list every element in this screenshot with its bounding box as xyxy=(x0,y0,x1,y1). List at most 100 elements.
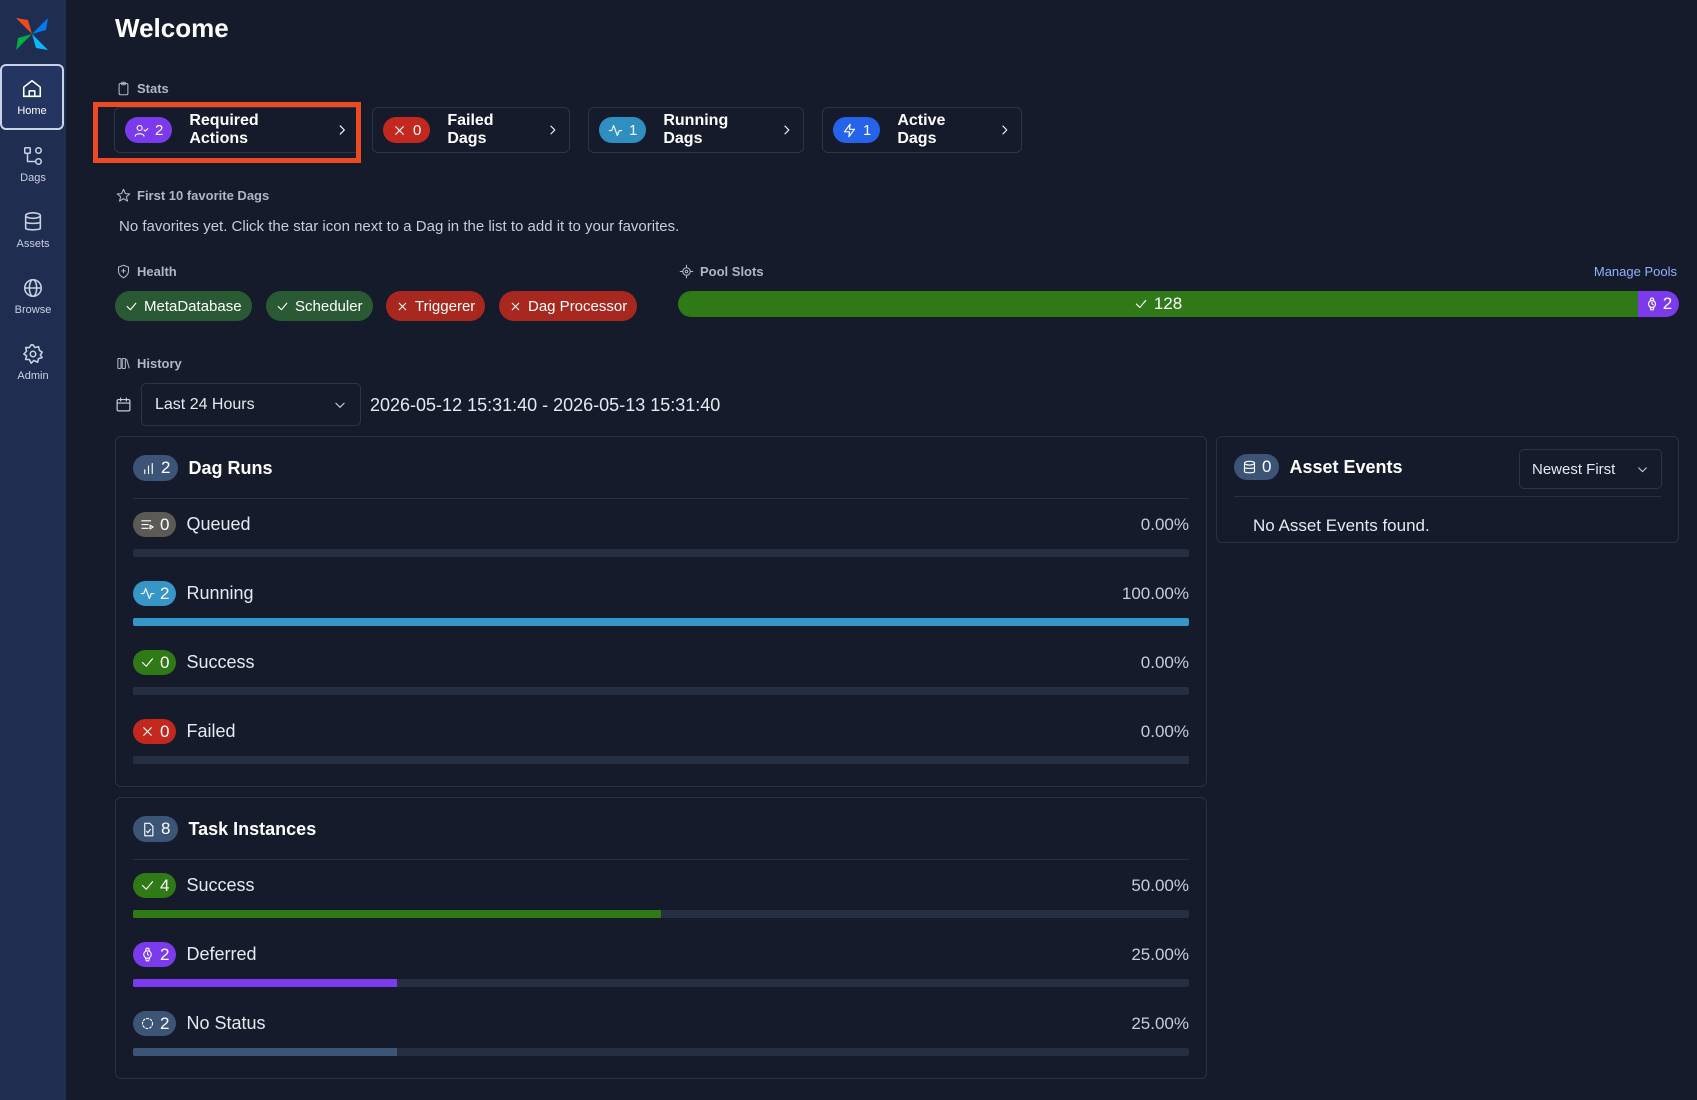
nav-home[interactable]: Home xyxy=(0,64,64,130)
activity-icon xyxy=(608,124,623,136)
failed-dags-badge: 0 xyxy=(383,117,431,143)
chevron-right-icon xyxy=(1002,125,1008,135)
dag-runs-header: 2 Dag Runs xyxy=(133,455,272,481)
deferred-label: Deferred xyxy=(186,944,257,964)
running-dags-label: Running Dags xyxy=(663,112,729,147)
failed-dags-card[interactable]: 0 Failed Dags xyxy=(372,107,570,153)
manage-pools-link[interactable]: Manage Pools xyxy=(1593,264,1677,279)
history-icon xyxy=(117,357,130,370)
nav-dags[interactable]: Dags xyxy=(0,131,66,197)
chevron-right-icon xyxy=(784,125,790,135)
success-badge: 0 xyxy=(133,650,177,675)
dag-run-row-success[interactable]: 0 Success 0.00% xyxy=(133,650,1189,700)
chevron-down-icon xyxy=(335,402,345,408)
task-instances-count: 8 xyxy=(161,819,171,838)
nav-admin[interactable]: Admin xyxy=(0,329,66,395)
x-icon xyxy=(398,302,407,310)
task-instances-header: 8 Task Instances xyxy=(133,816,316,842)
task-row-success[interactable]: 4 Success 50.00% xyxy=(133,873,1189,923)
health-badge-scheduler: Scheduler xyxy=(266,291,373,321)
dags-icon xyxy=(23,146,43,165)
failed-dags-label: Failed Dags xyxy=(447,112,494,147)
task-instances-title: Task Instances xyxy=(188,818,317,839)
failed-dags-count: 0 xyxy=(413,121,422,139)
clipboard-icon xyxy=(118,81,129,96)
time-range-select[interactable]: Last 24 Hours xyxy=(141,383,361,426)
success-label: Success xyxy=(186,875,255,895)
asset-events-count: 0 xyxy=(1262,457,1272,476)
star-icon xyxy=(116,188,131,202)
no-status-count: 2 xyxy=(160,1013,170,1033)
row-head: 0 Failed xyxy=(133,719,236,744)
nav-admin-label: Admin xyxy=(17,369,49,382)
success-count: 4 xyxy=(160,875,170,895)
chevron-down-icon xyxy=(1638,466,1647,472)
nav-browse[interactable]: Browse xyxy=(0,263,66,329)
queued-percent: 0.00% xyxy=(1140,515,1189,534)
file-icon xyxy=(144,822,154,836)
health-label: Health xyxy=(116,264,177,279)
airflow-logo[interactable] xyxy=(12,14,52,54)
success-count: 0 xyxy=(160,652,170,672)
progress-fill xyxy=(133,979,397,987)
pool-open-segment[interactable]: 128 xyxy=(678,291,1638,317)
check-icon xyxy=(126,302,137,310)
health-dag-processor-label: Dag Processor xyxy=(528,297,628,315)
active-dags-badge: 1 xyxy=(833,117,881,143)
asset-events-header: 0 Asset Events xyxy=(1234,454,1403,480)
running-percent: 100.00% xyxy=(1121,584,1189,603)
sidebar: Home Dags Assets Browse Admin xyxy=(0,0,66,1100)
dag-run-row-failed[interactable]: 0 Failed 0.00% xyxy=(133,719,1189,769)
required-actions-card[interactable]: 2 Required Actions xyxy=(114,107,360,153)
task-row-no-status[interactable]: 2 No Status 25.00% xyxy=(133,1011,1189,1061)
divider xyxy=(1234,496,1661,497)
lightning-icon xyxy=(843,123,856,137)
row-head: 0 Queued xyxy=(133,512,251,537)
pool-slots-bar: 128 2 xyxy=(678,291,1679,317)
asset-events-count-badge: 0 xyxy=(1234,454,1280,480)
home-icon xyxy=(22,79,42,97)
user-check-icon xyxy=(134,124,149,137)
deferred-count: 2 xyxy=(160,944,170,964)
chevron-right-icon xyxy=(550,125,556,135)
active-dags-label: Active Dags xyxy=(897,112,946,147)
task-row-deferred[interactable]: 2 Deferred 25.00% xyxy=(133,942,1189,992)
active-dags-card[interactable]: 1 Active Dags xyxy=(822,107,1022,153)
success-badge: 4 xyxy=(133,873,177,898)
history-label-text: History xyxy=(137,356,182,371)
check-icon xyxy=(141,658,154,667)
running-count: 2 xyxy=(160,583,170,603)
dag-run-row-running[interactable]: 2 Running 100.00% xyxy=(133,581,1189,631)
activity-icon xyxy=(140,587,155,600)
dag-runs-count: 2 xyxy=(161,458,171,477)
health-badge-dag-processor: Dag Processor xyxy=(499,291,638,321)
progress-track xyxy=(133,756,1189,764)
divider xyxy=(133,859,1189,860)
dag-runs-count-badge: 2 xyxy=(133,455,179,481)
progress-track xyxy=(133,979,1189,987)
dag-run-row-queued[interactable]: 0 Queued 0.00% xyxy=(133,512,1189,562)
queued-count: 0 xyxy=(160,514,170,534)
progress-fill xyxy=(133,1048,397,1056)
pool-slots-label-text: Pool Slots xyxy=(700,264,764,279)
task-instances-panel: 8 Task Instances 4 Success 50.00% 2 xyxy=(115,797,1207,1079)
required-actions-badge: 2 xyxy=(125,117,173,143)
database-icon xyxy=(1243,460,1256,473)
asset-events-sort-select[interactable]: Newest First xyxy=(1519,449,1662,489)
running-dags-card[interactable]: 1 Running Dags xyxy=(588,107,804,153)
pool-deferred-segment[interactable]: 2 xyxy=(1638,291,1679,317)
deferred-percent: 25.00% xyxy=(1131,945,1189,964)
queue-icon xyxy=(141,520,154,530)
stats-label: Stats xyxy=(116,81,169,96)
time-range-text: 2026-05-12 15:31:40 - 2026-05-13 15:31:4… xyxy=(370,395,721,415)
watch-icon xyxy=(1647,297,1656,311)
nav-dags-label: Dags xyxy=(20,171,46,184)
favorites-label: First 10 favorite Dags xyxy=(116,188,269,203)
nav-assets[interactable]: Assets xyxy=(0,197,66,263)
running-dags-badge: 1 xyxy=(599,117,647,143)
favorites-label-text: First 10 favorite Dags xyxy=(137,188,270,203)
progress-fill xyxy=(133,910,661,918)
health-label-text: Health xyxy=(137,264,177,279)
failed-label: Failed xyxy=(186,721,236,741)
failed-percent: 0.00% xyxy=(1140,722,1189,741)
